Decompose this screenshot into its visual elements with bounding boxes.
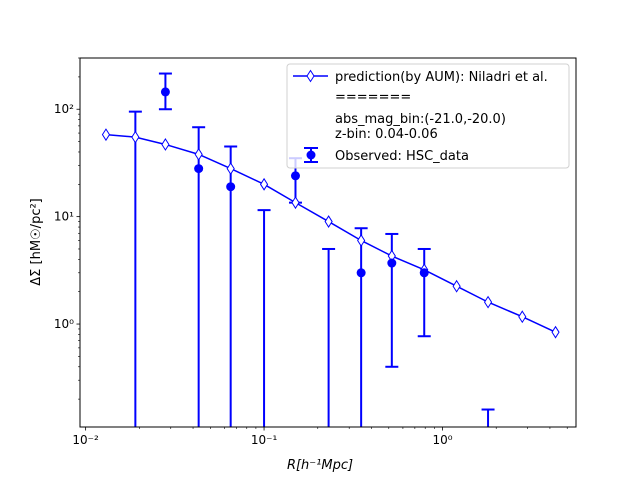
observed-point bbox=[419, 268, 429, 278]
x-tick-label: 10⁻¹ bbox=[251, 433, 278, 447]
observed-point bbox=[160, 87, 170, 97]
prediction-point bbox=[551, 325, 560, 339]
legend-observed-marker bbox=[306, 150, 316, 160]
y-tick-label: 10² bbox=[54, 102, 74, 116]
observed-point bbox=[194, 164, 204, 174]
prediction-point bbox=[483, 295, 493, 309]
y-tick-label: 10¹ bbox=[54, 210, 74, 224]
legend-bin-line2: z-bin: 0.04-0.06 bbox=[335, 127, 438, 142]
plot-frame bbox=[79, 57, 577, 428]
x-tick-label: 10⁻² bbox=[72, 433, 99, 447]
prediction-point bbox=[518, 310, 527, 324]
observed-point bbox=[387, 258, 397, 268]
prediction-point bbox=[101, 128, 111, 142]
legend-bin-line1: abs_mag_bin:(-21.0,-20.0) bbox=[335, 112, 506, 127]
y-tick-label: 10⁰ bbox=[54, 317, 74, 331]
observed-point bbox=[226, 182, 236, 192]
legend-observed-label: Observed: HSC_data bbox=[335, 149, 469, 164]
prediction-point bbox=[194, 147, 203, 161]
legend-separator: ======= bbox=[335, 90, 411, 105]
prediction-point bbox=[452, 279, 461, 293]
observed-point bbox=[356, 268, 366, 278]
legend-box bbox=[286, 63, 570, 169]
prediction-point bbox=[324, 215, 333, 228]
legend-prediction-label: prediction(by AUM): Niladri et al. bbox=[335, 70, 548, 85]
y-axis-label: ΔΣ [hM☉/pc²] bbox=[29, 198, 44, 285]
legend-prediction-marker bbox=[306, 69, 315, 83]
x-axis-label: R[h⁻¹Mpc] bbox=[287, 458, 353, 473]
legend: prediction(by AUM): Niladri et al. =====… bbox=[286, 63, 570, 169]
observed-point bbox=[290, 171, 300, 181]
prediction-point bbox=[226, 162, 235, 176]
x-tick-label: 10⁰ bbox=[432, 433, 452, 447]
prediction-point bbox=[131, 130, 140, 144]
axes: 10⁻² 10⁻¹ 10⁰ 10⁰ 10¹ 10² bbox=[54, 57, 568, 447]
prediction-point bbox=[291, 196, 300, 210]
prediction-point bbox=[357, 234, 366, 247]
prediction-point bbox=[259, 177, 269, 191]
prediction-point bbox=[161, 138, 170, 151]
